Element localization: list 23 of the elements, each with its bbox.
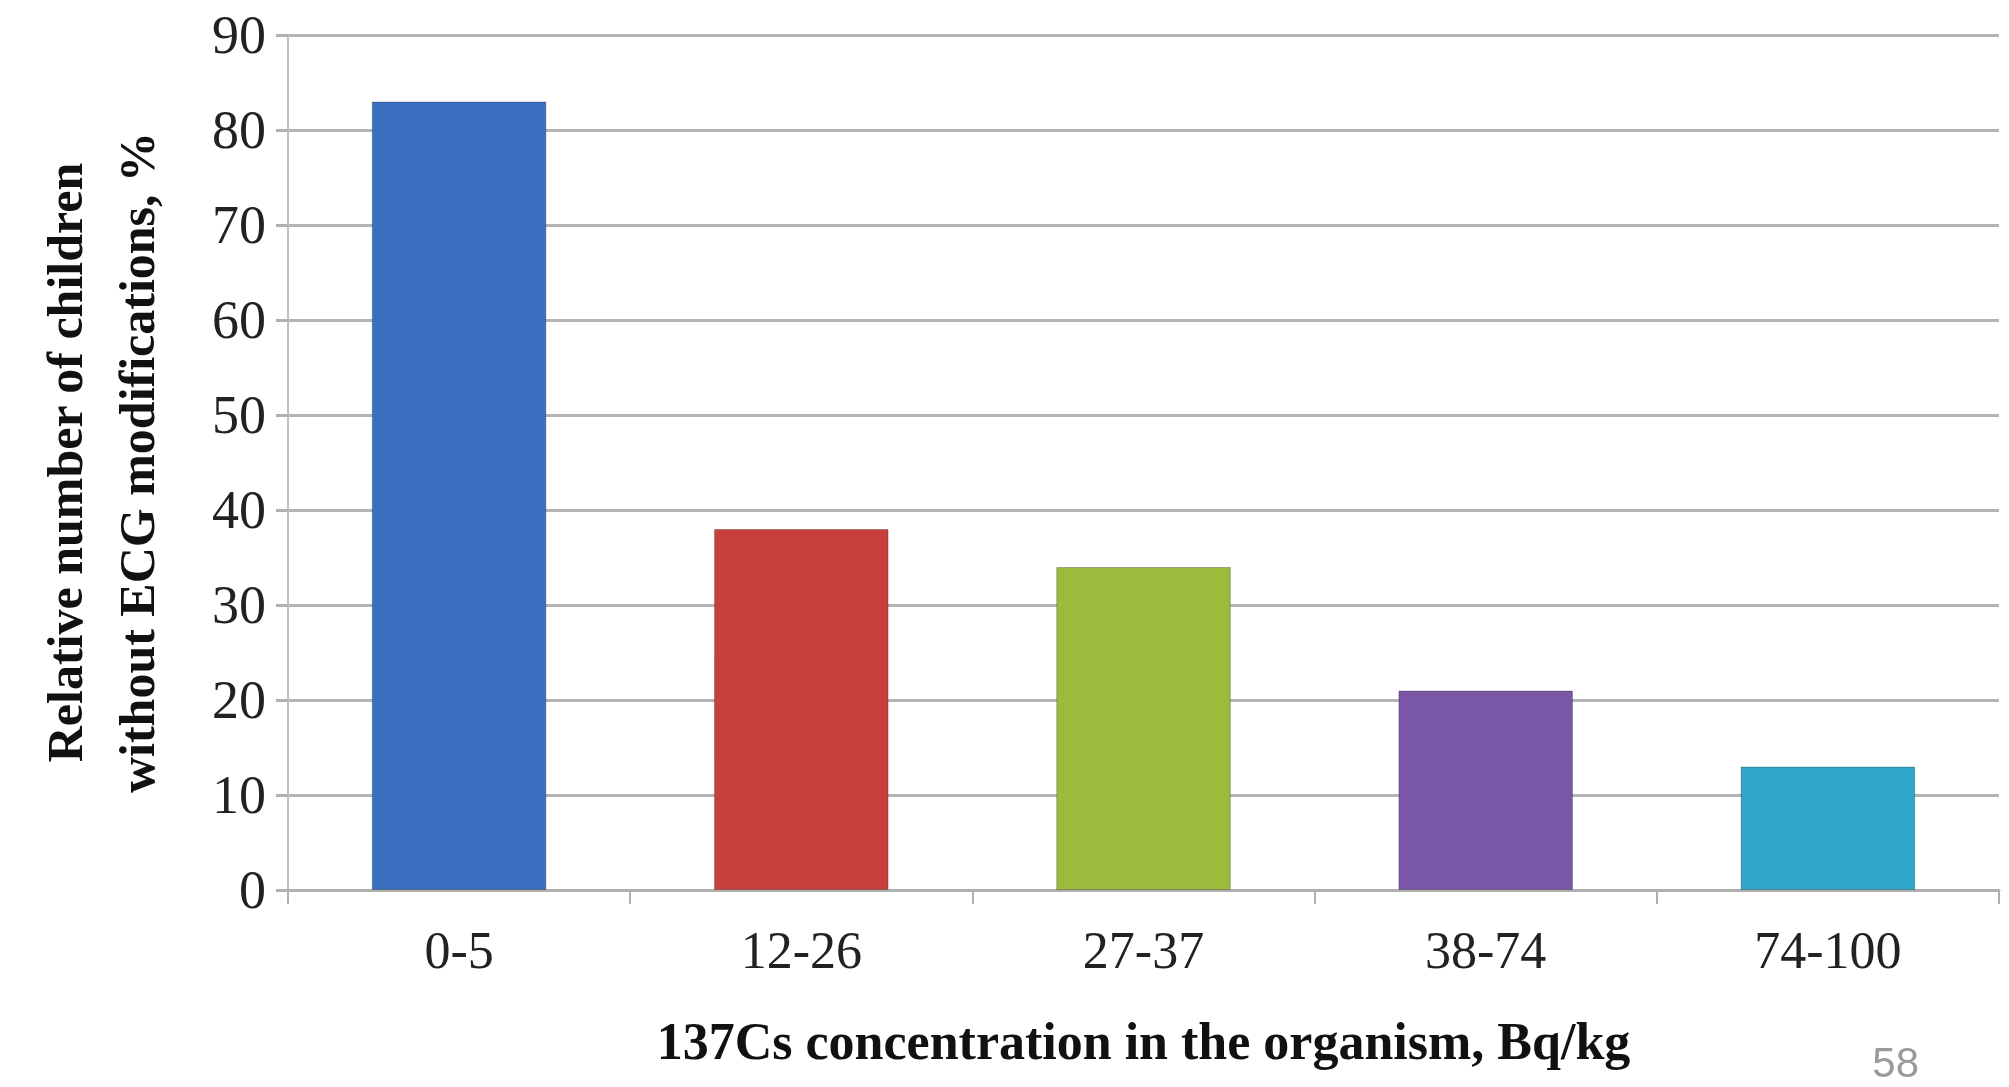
y-tick-label: 50 [212, 385, 266, 445]
y-tick-label: 80 [212, 100, 266, 160]
bar [1056, 567, 1231, 890]
bar [1398, 690, 1573, 890]
x-tick-label: 27-37 [1082, 921, 1205, 979]
y-tick-label: 40 [212, 480, 266, 540]
x-tick-label: 0-5 [424, 921, 494, 979]
y-tick-label: 60 [212, 290, 266, 350]
bar [714, 529, 889, 890]
x-tick-label: 74-100 [1754, 921, 1902, 979]
bar [1740, 766, 1916, 890]
x-tick-label: 12-26 [740, 921, 862, 979]
y-tick-label: 20 [212, 670, 266, 730]
y-tick-label: 0 [239, 860, 266, 920]
x-tick-label: 38-74 [1425, 921, 1547, 979]
y-tick-label: 10 [212, 765, 266, 825]
text: 58 [1872, 1038, 1919, 1086]
y-tick-label: 30 [212, 575, 266, 635]
y-tick-label: 90 [212, 5, 266, 65]
y-axis-title: Relative number of children without ECG modifications, % [37, 131, 165, 794]
y-tick-label: 70 [212, 195, 266, 255]
x-axis-title: 137Cs concentration in the organism, Bq/kg [656, 1012, 1631, 1070]
bar [371, 101, 547, 890]
